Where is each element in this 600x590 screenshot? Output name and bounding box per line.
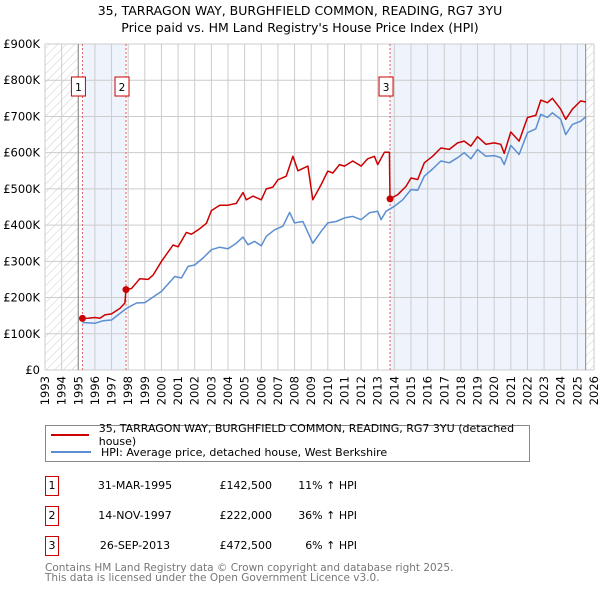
sale-label-box (114, 76, 130, 97)
x-tick-label: 2000 (154, 376, 168, 405)
sale-label: 2 (119, 82, 126, 94)
x-tick-label: 2005 (238, 376, 252, 405)
sale-label-box (70, 76, 86, 97)
x-tick-label: 1997 (105, 376, 119, 405)
x-tick-label: 2023 (537, 376, 551, 405)
x-tick-label: 2002 (188, 376, 202, 405)
x-tick-label: 2013 (371, 376, 385, 405)
y-tick-label: £0 (25, 363, 40, 377)
sale-point (78, 314, 86, 322)
y-tick-label: £400K (3, 218, 40, 232)
sale-hpi-diff: 6% ↑ HPI (305, 539, 357, 552)
x-tick-label: 2021 (504, 376, 518, 405)
x-tick-label: 2010 (321, 376, 335, 405)
footer-licence: This data is licensed under the Open Gov… (45, 572, 380, 584)
x-tick-label: 2007 (271, 376, 285, 405)
sale-row: 3 26-SEP-2013 £472,500 6% ↑ HPI (45, 536, 445, 556)
legend-swatch-property (51, 434, 89, 436)
x-tick-label: 2009 (304, 376, 318, 405)
sale-marker: 3 (45, 536, 59, 556)
y-tick-label: £700K (3, 109, 40, 123)
x-tick-label: 2026 (587, 376, 600, 405)
x-tick-label: 1996 (88, 376, 102, 405)
x-tick-label: 2011 (337, 376, 351, 405)
price-chart: 1993 1994 1995 1996 1997 1998 1999 2000 2001 2002… (3, 37, 600, 405)
x-tick-label: 2003 (204, 376, 218, 405)
x-tick-label: 2015 (404, 376, 418, 405)
x-tick-label: 2018 (454, 376, 468, 405)
legend-label-property: 35, TARRAGON WAY, BURGHFIELD COMMON, REA… (98, 422, 515, 448)
series-line-hpi (82, 112, 587, 325)
sale-date: 14-NOV-1997 (98, 509, 172, 522)
x-tick-label: 2006 (254, 376, 268, 405)
legend-label-hpi: HPI: Average price, detached house, West… (101, 445, 388, 459)
sale-date: 26-SEP-2013 (99, 539, 171, 552)
y-tick-label: £300K (3, 254, 40, 268)
x-tick-label: 2022 (520, 376, 534, 405)
legend-item-property: 35, TARRAGON WAY, BURGHFIELD COMMON, REA… (46, 422, 529, 448)
x-tick-label: 2017 (437, 376, 451, 405)
chart-subtitle: Price paid vs. HM Land Registry's House … (121, 20, 479, 35)
x-tick-label: 2012 (354, 376, 368, 405)
y-tick-label: £900K (3, 37, 40, 51)
footer: Contains HM Land Registry data © Crown c… (45, 562, 454, 584)
y-tick-label: £800K (3, 73, 40, 87)
no-data-hatch-right (585, 44, 594, 370)
x-tick-label: 2025 (570, 376, 584, 405)
x-tick-label: 2016 (421, 376, 435, 405)
x-tick-label: 2019 (471, 376, 485, 405)
sale-label: 3 (383, 82, 390, 94)
x-tick-label: 1999 (138, 376, 152, 405)
sale-price: £142,500 (219, 479, 273, 492)
x-tick-label: 2020 (487, 376, 501, 405)
sale-marker: 1 (45, 476, 59, 496)
sale-point (122, 286, 130, 294)
y-tick-label: £500K (3, 182, 40, 196)
sale-price: £472,500 (219, 539, 273, 552)
y-tick-label: £600K (3, 146, 40, 160)
shaded-period-2 (390, 44, 586, 370)
x-tick-label: 2008 (288, 376, 302, 405)
y-tick-label: £100K (3, 327, 40, 341)
sale-price: £222,000 (219, 509, 273, 522)
legend: 35, TARRAGON WAY, BURGHFIELD COMMON, REA… (45, 422, 530, 462)
sale-row: 2 14-NOV-1997 £222,000 36% ↑ HPI (45, 506, 445, 526)
legend-item-hpi: HPI: Average price, detached house, West… (46, 444, 387, 460)
sale-label-box (378, 76, 394, 97)
sale-marker: 2 (45, 506, 59, 526)
series-line-property (82, 97, 586, 320)
chart-title: 35, TARRAGON WAY, BURGHFIELD COMMON, REA… (97, 3, 503, 18)
sale-point (386, 195, 394, 203)
x-tick-label: 1994 (55, 376, 69, 405)
y-tick-label: £200K (3, 291, 40, 305)
x-tick-label: 2014 (387, 376, 401, 405)
x-tick-label: 2001 (171, 376, 185, 405)
sale-date: 31-MAR-1995 (97, 479, 173, 492)
sale-label: 1 (75, 82, 82, 94)
x-tick-label: 1998 (121, 376, 135, 405)
legend-swatch-hpi (51, 451, 91, 453)
sale-hpi-diff: 36% ↑ HPI (298, 509, 357, 522)
sale-row: 1 31-MAR-1995 £142,500 11% ↑ HPI (45, 476, 445, 496)
x-tick-label: 2024 (554, 376, 568, 405)
sale-hpi-diff: 11% ↑ HPI (298, 479, 357, 492)
x-tick-label: 1995 (71, 376, 85, 405)
x-tick-label: 2004 (221, 376, 235, 405)
x-tick-label: 1993 (38, 376, 52, 405)
footer-copyright: Contains HM Land Registry data © Crown c… (45, 562, 454, 574)
